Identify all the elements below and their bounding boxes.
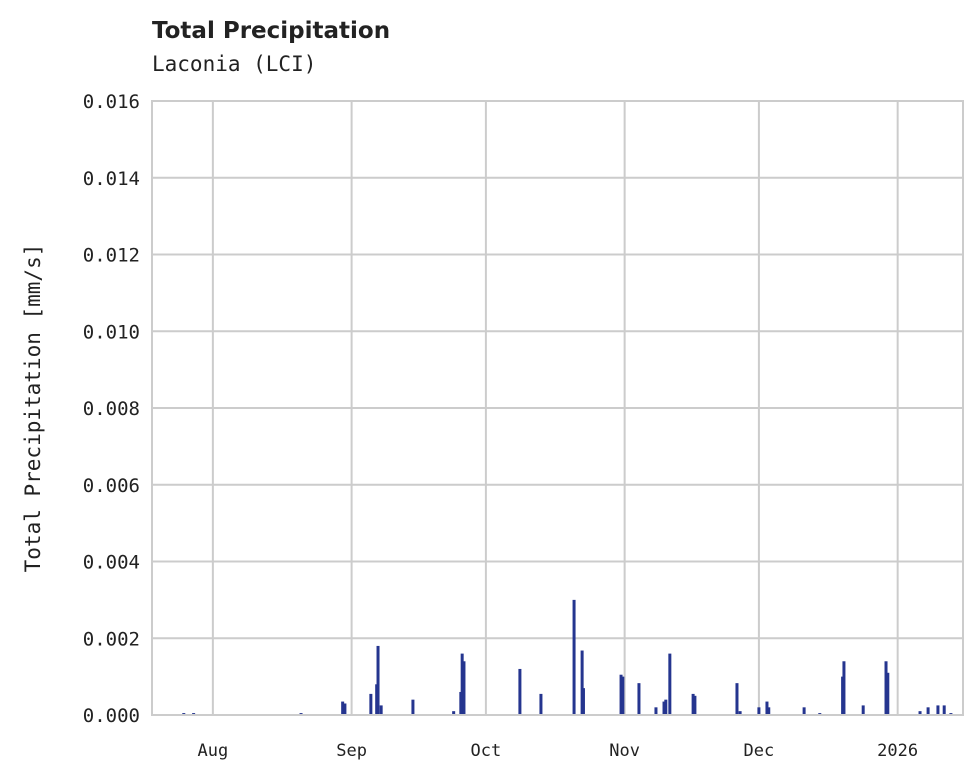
y-tick-label: 0.002 bbox=[83, 628, 140, 650]
precip-bar bbox=[942, 705, 946, 715]
x-tick-label: Nov bbox=[609, 741, 640, 761]
chart-subtitle: Laconia (LCI) bbox=[152, 52, 317, 76]
y-tick-label: 0.012 bbox=[83, 245, 140, 267]
x-ticks: Aug Sep Oct Nov Dec 2026 bbox=[198, 741, 919, 761]
precip-bar bbox=[654, 707, 658, 715]
y-tick-label: 0.010 bbox=[83, 321, 140, 343]
precip-bar bbox=[936, 705, 940, 715]
precip-bar bbox=[926, 707, 930, 715]
precip-bar bbox=[376, 645, 380, 715]
precip-bar bbox=[452, 711, 456, 715]
y-tick-label: 0.000 bbox=[83, 705, 140, 727]
precip-bar bbox=[802, 707, 806, 715]
x-tick-label: Sep bbox=[336, 741, 367, 761]
y-tick-label: 0.016 bbox=[83, 91, 140, 113]
precip-bar bbox=[693, 695, 697, 715]
series-bars bbox=[152, 599, 963, 716]
precip-bar bbox=[918, 711, 922, 715]
precip-bar bbox=[637, 683, 641, 715]
precip-bar bbox=[886, 672, 890, 715]
precip-bar bbox=[619, 674, 623, 715]
precip-bar bbox=[581, 688, 585, 715]
y-axis-label: Total Precipitation [mm/s] bbox=[21, 244, 45, 573]
plot-frame bbox=[151, 100, 964, 716]
grid bbox=[152, 100, 963, 716]
precip-bar bbox=[664, 699, 668, 715]
precip-bar bbox=[580, 650, 584, 715]
precip-bar bbox=[460, 653, 464, 715]
precip-bar bbox=[884, 661, 888, 715]
precip-bar bbox=[411, 699, 415, 715]
y-tick-label: 0.006 bbox=[83, 475, 140, 497]
x-tick-label: Oct bbox=[471, 741, 502, 761]
precip-bar bbox=[842, 661, 846, 715]
precip-bar bbox=[621, 676, 625, 715]
x-tick-label: 2026 bbox=[877, 741, 918, 761]
x-tick-label: Aug bbox=[198, 741, 229, 761]
precip-bar bbox=[539, 693, 543, 715]
chart-title: Total Precipitation bbox=[152, 18, 391, 44]
precip-bar bbox=[343, 703, 347, 715]
precip-bar bbox=[572, 599, 576, 715]
x-tick-label: Dec bbox=[744, 741, 775, 761]
precip-bar bbox=[691, 693, 695, 715]
precip-bar bbox=[668, 653, 672, 715]
precip-bar bbox=[518, 668, 522, 715]
precip-bar bbox=[738, 711, 742, 715]
precip-bar bbox=[735, 683, 739, 715]
precip-bar bbox=[662, 701, 666, 715]
y-tick-label: 0.008 bbox=[83, 398, 140, 420]
precip-bar bbox=[369, 693, 373, 715]
precip-bar bbox=[757, 707, 761, 715]
precip-bar bbox=[861, 705, 865, 715]
y-tick-label: 0.014 bbox=[83, 168, 140, 190]
precip-bar bbox=[462, 661, 466, 715]
precip-bar bbox=[765, 701, 769, 715]
y-tick-label: 0.004 bbox=[83, 552, 140, 574]
y-ticks: 0.000 0.002 0.004 0.006 0.008 0.010 0.012 0.014… bbox=[83, 91, 140, 727]
precip-bar bbox=[767, 707, 771, 715]
precip-bar bbox=[341, 701, 345, 715]
precip-bar bbox=[379, 705, 383, 715]
